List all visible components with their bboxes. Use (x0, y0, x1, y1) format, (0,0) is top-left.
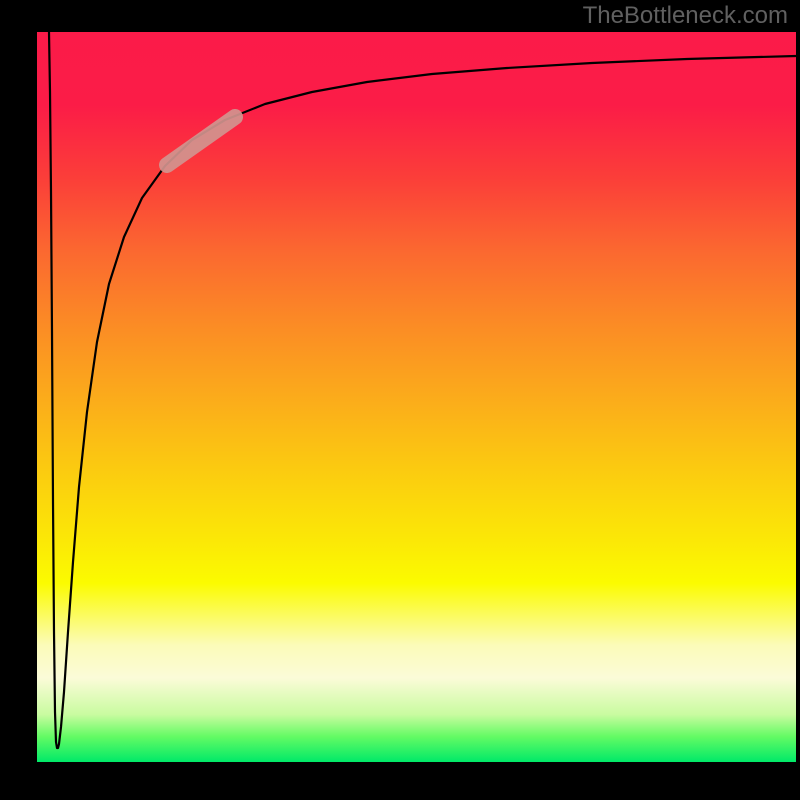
gradient-background (37, 32, 796, 762)
bottleneck-plot (37, 32, 796, 762)
chart-frame: TheBottleneck.com (0, 0, 800, 800)
attribution-label: TheBottleneck.com (583, 2, 788, 30)
